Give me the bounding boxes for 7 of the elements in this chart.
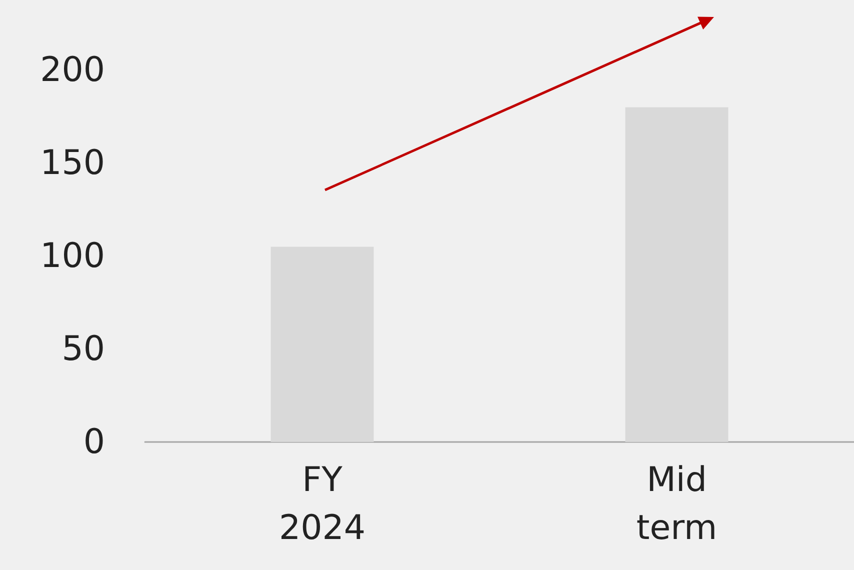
x-tick-label: Mid term bbox=[636, 460, 718, 548]
y-tick-label: 0 bbox=[83, 422, 105, 462]
y-tick-label: 150 bbox=[40, 143, 105, 183]
y-tick-label: 200 bbox=[40, 50, 105, 90]
x-tick-label: FY 2024 bbox=[278, 460, 366, 548]
y-tick-label: 50 bbox=[62, 329, 105, 369]
y-tick-label: 100 bbox=[40, 236, 105, 276]
